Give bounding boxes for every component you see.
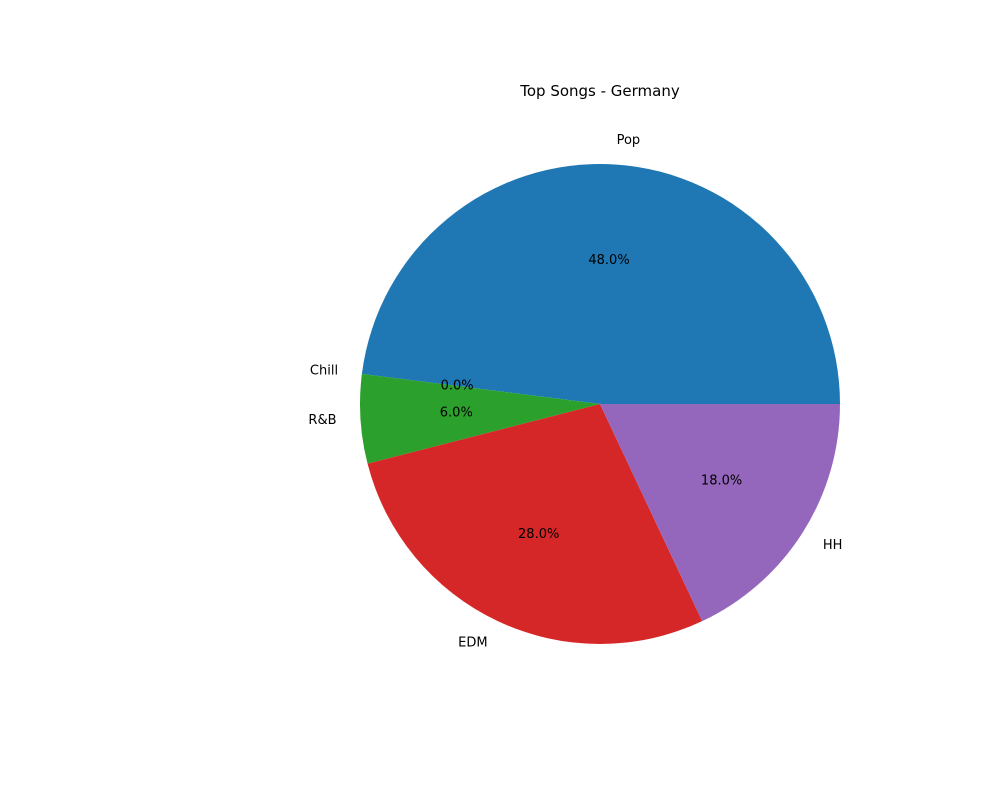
pie-slice-pop: [361, 163, 840, 404]
pie-slice-edm: [367, 404, 703, 644]
pie-label-chill: Chill: [310, 363, 338, 378]
pie-percent-hh: 18.0%: [701, 474, 742, 489]
pie-slice-r-b: [360, 373, 600, 464]
pie-percent-edm: 28.0%: [518, 527, 559, 542]
chart-title: Top Songs - Germany: [519, 82, 680, 100]
pie-label-hh: HH: [823, 538, 843, 553]
pie-slice-hh: [600, 404, 840, 622]
pie-percent-r-b: 6.0%: [440, 406, 473, 421]
pie-slices: [360, 163, 840, 644]
pie-percent-chill: 0.0%: [441, 378, 474, 393]
pie-label-edm: EDM: [458, 635, 487, 650]
pie-percent-labels: 48.0% 0.0% 6.0% 28.0% 18.0%: [440, 253, 742, 542]
pie-percent-pop: 48.0%: [588, 253, 629, 268]
pie-labels: Pop Chill R&B EDM HH: [308, 133, 842, 650]
pie-label-pop: Pop: [617, 133, 641, 148]
pie-label-r-b: R&B: [308, 413, 336, 428]
